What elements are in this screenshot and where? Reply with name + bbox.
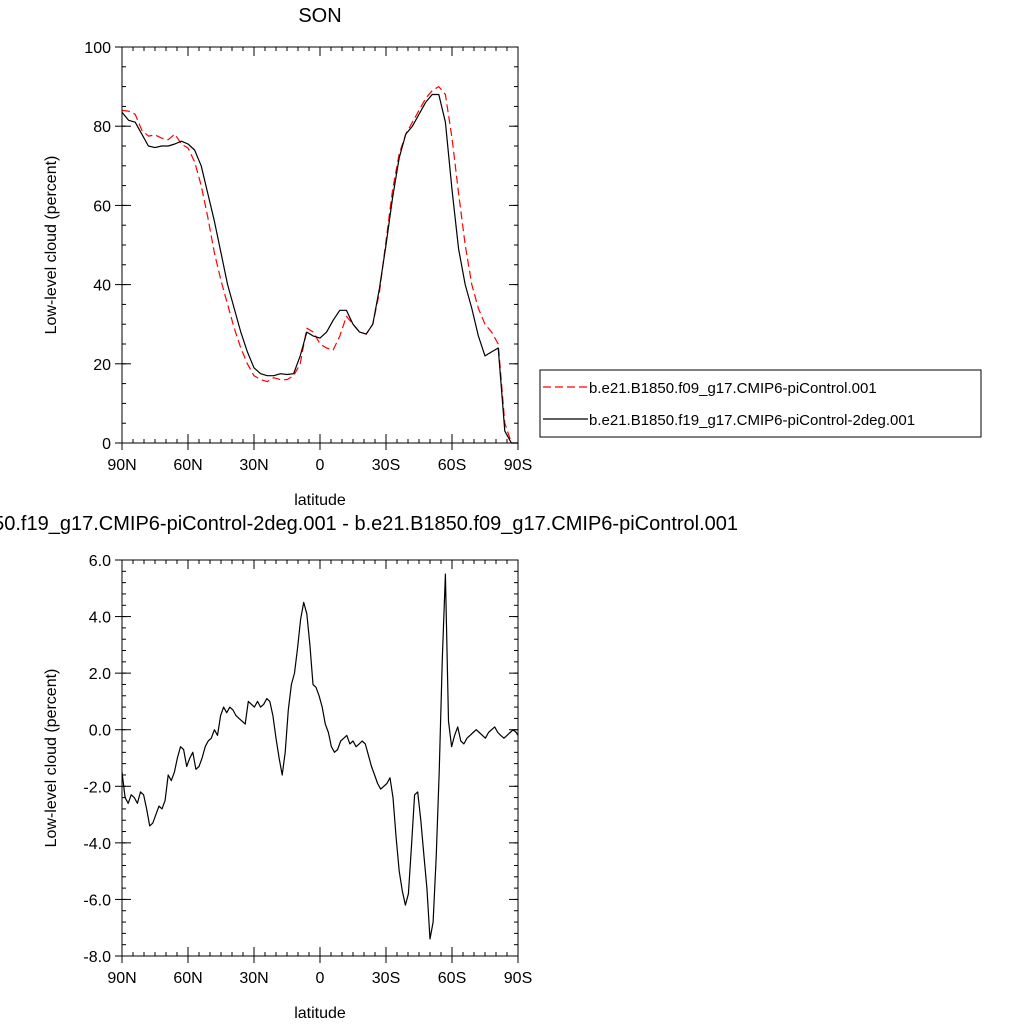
bottom-axis-ticks: -8.0 -6.0 -4.0 -2.0 0.0 2.0 4.0 6.0 90N 60N 30N 0 30…: [83, 553, 532, 987]
top-x-tick-label: 0: [316, 457, 325, 474]
top-y-tick-label: 80: [93, 119, 111, 136]
legend: b.e21.B1850.f09_g17.CMIP6-piControl.001 …: [539, 369, 982, 438]
bottom-x-tick-label: 0: [316, 970, 325, 987]
top-x-tick-label: 30S: [372, 457, 400, 474]
top-chart-title: SON: [298, 5, 341, 27]
bottom-chart-title: b.e21.B1850.f19_g17.CMIP6-piControl-2deg…: [0, 513, 738, 535]
top-xaxis-label: latitude: [294, 492, 346, 509]
top-series-line-1: [121, 85, 518, 444]
legend-label-f09: b.e21.B1850.f09_g17.CMIP6-piControl.001: [589, 380, 877, 397]
bottom-x-tick-label: 90N: [107, 970, 136, 987]
top-y-tick-label: 100: [84, 40, 111, 57]
bottom-y-tick-label: 2.0: [89, 666, 111, 683]
top-y-tick-label: 0: [102, 436, 111, 453]
bottom-series-group: [121, 573, 519, 940]
top-x-tick-label: 90N: [107, 457, 136, 474]
bottom-plot-frame: [121, 559, 519, 957]
top-x-tick-label: 60N: [173, 457, 202, 474]
bottom-y-tick-label: -8.0: [83, 949, 111, 966]
bottom-series-line-1: [121, 573, 519, 940]
top-y-tick-label: 20: [93, 357, 111, 374]
top-y-tick-label: 60: [93, 198, 111, 215]
top-yaxis-label: Low-level cloud (percent): [43, 156, 60, 335]
bottom-y-tick-label: 4.0: [89, 610, 111, 627]
bottom-xaxis-label: latitude: [294, 1005, 346, 1022]
top-x-tick-label: 90S: [504, 457, 532, 474]
bottom-x-tick-label: 60S: [438, 970, 466, 987]
top-axis-ticks: 0 20 40 60 80 100 90N 60N 30N 0 30S 60S 90S: [84, 40, 532, 474]
top-panel: SON 0 20 40 60 80 100 90N 60N 30N 0 30S 60S 90S lati…: [43, 5, 982, 509]
bottom-x-tick-label: 30N: [239, 970, 268, 987]
bottom-x-tick-label: 90S: [504, 970, 532, 987]
bottom-panel: b.e21.B1850.f19_g17.CMIP6-piControl-2deg…: [0, 513, 738, 1022]
legend-label-f19: b.e21.B1850.f19_g17.CMIP6-piControl-2deg…: [589, 412, 915, 429]
bottom-y-tick-label: -6.0: [83, 892, 111, 909]
top-series-line-2: [121, 93, 518, 444]
bottom-y-tick-label: 0.0: [89, 723, 111, 740]
bottom-y-tick-label: 6.0: [89, 553, 111, 570]
legend-box: [539, 369, 982, 438]
top-plot-frame: [121, 46, 519, 444]
top-y-tick-label: 40: [93, 278, 111, 295]
bottom-y-tick-label: -4.0: [83, 836, 111, 853]
top-x-tick-label: 60S: [438, 457, 466, 474]
bottom-x-tick-label: 30S: [372, 970, 400, 987]
bottom-yaxis-label: Low-level cloud (percent): [43, 669, 60, 848]
top-x-tick-label: 30N: [239, 457, 268, 474]
top-series-group: [121, 85, 518, 444]
bottom-x-tick-label: 60N: [173, 970, 202, 987]
bottom-y-tick-label: -2.0: [83, 779, 111, 796]
